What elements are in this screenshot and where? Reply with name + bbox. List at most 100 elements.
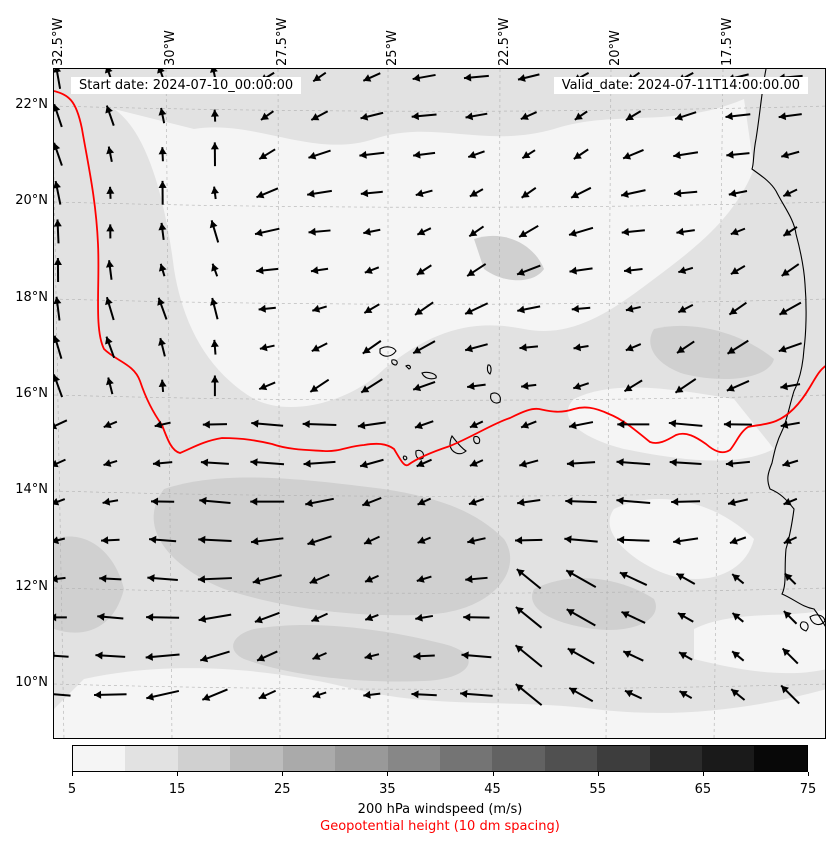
wind-arrow — [778, 301, 802, 316]
wind-arrow — [567, 647, 595, 665]
wind-arrow — [620, 189, 646, 198]
wind-arrow — [463, 73, 489, 82]
colorbar-tick-label: 25 — [274, 782, 291, 797]
wind-arrow — [258, 381, 276, 391]
wind-arrow — [624, 689, 643, 700]
wind-arrow — [568, 421, 594, 430]
wind-arrow — [521, 381, 537, 390]
wind-arrow — [411, 690, 437, 699]
wind-arrow — [307, 189, 332, 198]
wind-arrow — [259, 343, 275, 352]
wind-arrow — [467, 536, 486, 545]
wind-arrow — [517, 498, 541, 507]
wind-arrow — [515, 536, 543, 545]
wind-arrow — [309, 573, 330, 584]
wind-arrow — [363, 690, 381, 699]
wind-arrow — [572, 382, 590, 390]
wind-arrow — [364, 266, 380, 274]
wind-arrow — [521, 149, 536, 160]
colorbar-segment — [492, 746, 545, 771]
lat-label-20n: 20°N — [15, 193, 48, 208]
map-panel[interactable]: Start date: 2024-07-10_00:00:00 Valid_da… — [53, 68, 826, 739]
wind-arrow — [515, 606, 543, 629]
wind-arrow — [158, 107, 167, 124]
wind-arrow — [54, 103, 63, 128]
wind-arrow — [250, 458, 285, 467]
wind-arrow — [258, 689, 277, 700]
wind-arrow — [105, 336, 116, 359]
wind-arrow — [730, 264, 746, 276]
wind-arrow — [158, 147, 167, 162]
wind-arrow — [730, 688, 746, 701]
wind-arrow — [54, 219, 62, 244]
wind-arrow — [359, 150, 385, 159]
wind-arrow — [616, 458, 651, 467]
colorbar-segment — [544, 746, 598, 771]
wind-arrow — [251, 419, 284, 428]
wind-arrow — [782, 188, 798, 197]
wind-arrow — [416, 227, 432, 236]
wind-arrow — [781, 647, 799, 665]
wind-arrow — [565, 497, 597, 506]
wind-arrow — [518, 224, 539, 238]
wind-arrow — [149, 535, 177, 544]
wind-arrow — [312, 304, 327, 313]
wind-arrow — [677, 304, 694, 314]
wind-arrow — [521, 187, 537, 199]
wind-arrow — [463, 613, 490, 622]
wind-arrow — [202, 420, 228, 429]
wind-arrow — [94, 690, 127, 699]
wind-arrow — [197, 575, 232, 584]
wind-arrow — [465, 575, 488, 584]
colorbar-tick-mark — [282, 772, 284, 776]
wind-arrow — [54, 142, 63, 166]
wind-arrow — [312, 71, 327, 83]
colorbar-tick-label: 45 — [484, 782, 501, 797]
wind-arrow — [468, 498, 485, 506]
wind-arrow — [97, 612, 124, 621]
wind-arrow — [782, 226, 798, 237]
lon-label-27-5w: 27.5°W — [275, 17, 290, 66]
wind-arrow — [731, 573, 745, 585]
wind-arrow — [260, 110, 275, 121]
wind-arrow — [677, 612, 694, 623]
wind-arrow — [198, 535, 232, 544]
wind-arrow — [412, 380, 436, 392]
wind-arrow — [782, 459, 799, 468]
colorbar-segment — [597, 746, 650, 771]
wind-arrow — [357, 421, 386, 430]
wind-arrow — [152, 459, 173, 468]
wind-arrow — [623, 266, 643, 275]
wind-arrow — [415, 613, 434, 622]
wind-arrow — [103, 459, 118, 467]
wind-arrow — [674, 378, 697, 394]
wind-arrow — [198, 613, 232, 623]
colorbar-segment — [335, 746, 388, 771]
wind-arrow — [210, 339, 219, 355]
wind-arrow — [145, 652, 180, 661]
wind-arrow — [199, 496, 231, 505]
wind-arrow — [360, 378, 383, 394]
wind-arrow — [105, 105, 115, 126]
wind-arrow — [566, 608, 596, 627]
wind-arrow — [201, 688, 228, 701]
wind-arrow — [464, 302, 489, 315]
wind-arrow — [574, 110, 588, 121]
colorbar-segment — [73, 746, 126, 771]
map-canvas — [54, 69, 825, 738]
wind-arrow — [780, 382, 801, 391]
wind-arrow — [310, 266, 329, 275]
wind-arrow — [158, 337, 166, 357]
wind-arrow — [254, 227, 280, 237]
wind-arrow — [54, 574, 66, 583]
wind-arrow — [157, 297, 168, 320]
wind-arrow — [308, 149, 331, 160]
colorbar-tick-label: 65 — [694, 782, 712, 797]
wind-arrow — [106, 186, 115, 199]
colorbar-segment — [439, 746, 493, 771]
wind-arrow — [211, 186, 219, 200]
wind-arrow — [199, 650, 230, 663]
wind-arrow — [783, 610, 798, 625]
colorbar-tick-mark — [177, 772, 179, 776]
wind-arrow — [416, 575, 432, 583]
